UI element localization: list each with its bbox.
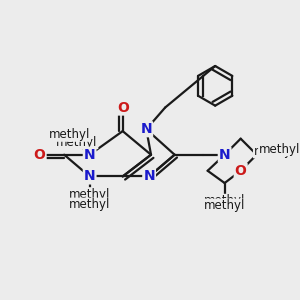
Text: methyl: methyl xyxy=(204,199,245,212)
Text: O: O xyxy=(117,100,129,115)
Text: N: N xyxy=(84,169,95,183)
Text: methyl: methyl xyxy=(69,198,110,211)
Text: methyl: methyl xyxy=(69,188,110,201)
Text: methyl: methyl xyxy=(204,194,245,207)
Text: methyl: methyl xyxy=(56,136,98,148)
Text: O: O xyxy=(34,148,46,162)
Text: O: O xyxy=(235,164,247,178)
Text: methyl: methyl xyxy=(49,128,90,141)
Text: N: N xyxy=(143,169,155,183)
Text: N: N xyxy=(84,148,95,162)
Text: N: N xyxy=(140,122,152,136)
Text: methyl: methyl xyxy=(259,142,300,156)
Text: methyl: methyl xyxy=(254,145,295,158)
Text: N: N xyxy=(219,148,230,162)
